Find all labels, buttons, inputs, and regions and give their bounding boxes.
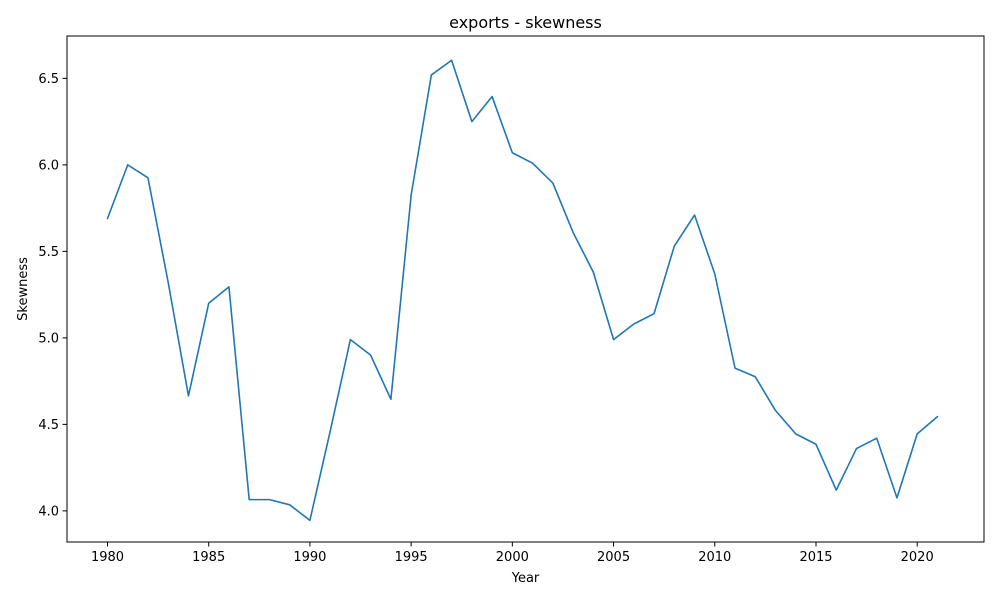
y-tick-label: 6.0 [38, 158, 59, 173]
chart-title: exports - skewness [449, 13, 602, 32]
y-tick-label: 5.5 [38, 245, 59, 260]
x-tick-label: 2015 [799, 550, 832, 565]
x-tick-label: 1980 [91, 550, 124, 565]
y-tick-label: 4.0 [38, 504, 59, 519]
y-tick-label: 6.5 [38, 72, 59, 87]
x-tick-label: 2020 [901, 550, 934, 565]
x-tick-label: 1990 [293, 550, 326, 565]
plot-area-frame [66, 35, 985, 543]
y-tick-label: 4.5 [38, 418, 59, 433]
y-axis: 4.0 4.5 5.0 5.5 6.0 6.5 [38, 72, 67, 519]
y-tick-label: 5.0 [38, 331, 59, 346]
x-tick-label: 1985 [192, 550, 225, 565]
x-tick-label: 1995 [395, 550, 428, 565]
x-tick-label: 2000 [496, 550, 529, 565]
series-line [106, 59, 939, 522]
x-tick-label: 2005 [597, 550, 630, 565]
x-axis: 1980 1985 1990 1995 2000 2005 2010 2015 2020 [91, 542, 934, 565]
x-axis-label: Year [511, 571, 540, 586]
y-axis-label: Skewness [16, 257, 31, 321]
x-tick-label: 2010 [698, 550, 731, 565]
